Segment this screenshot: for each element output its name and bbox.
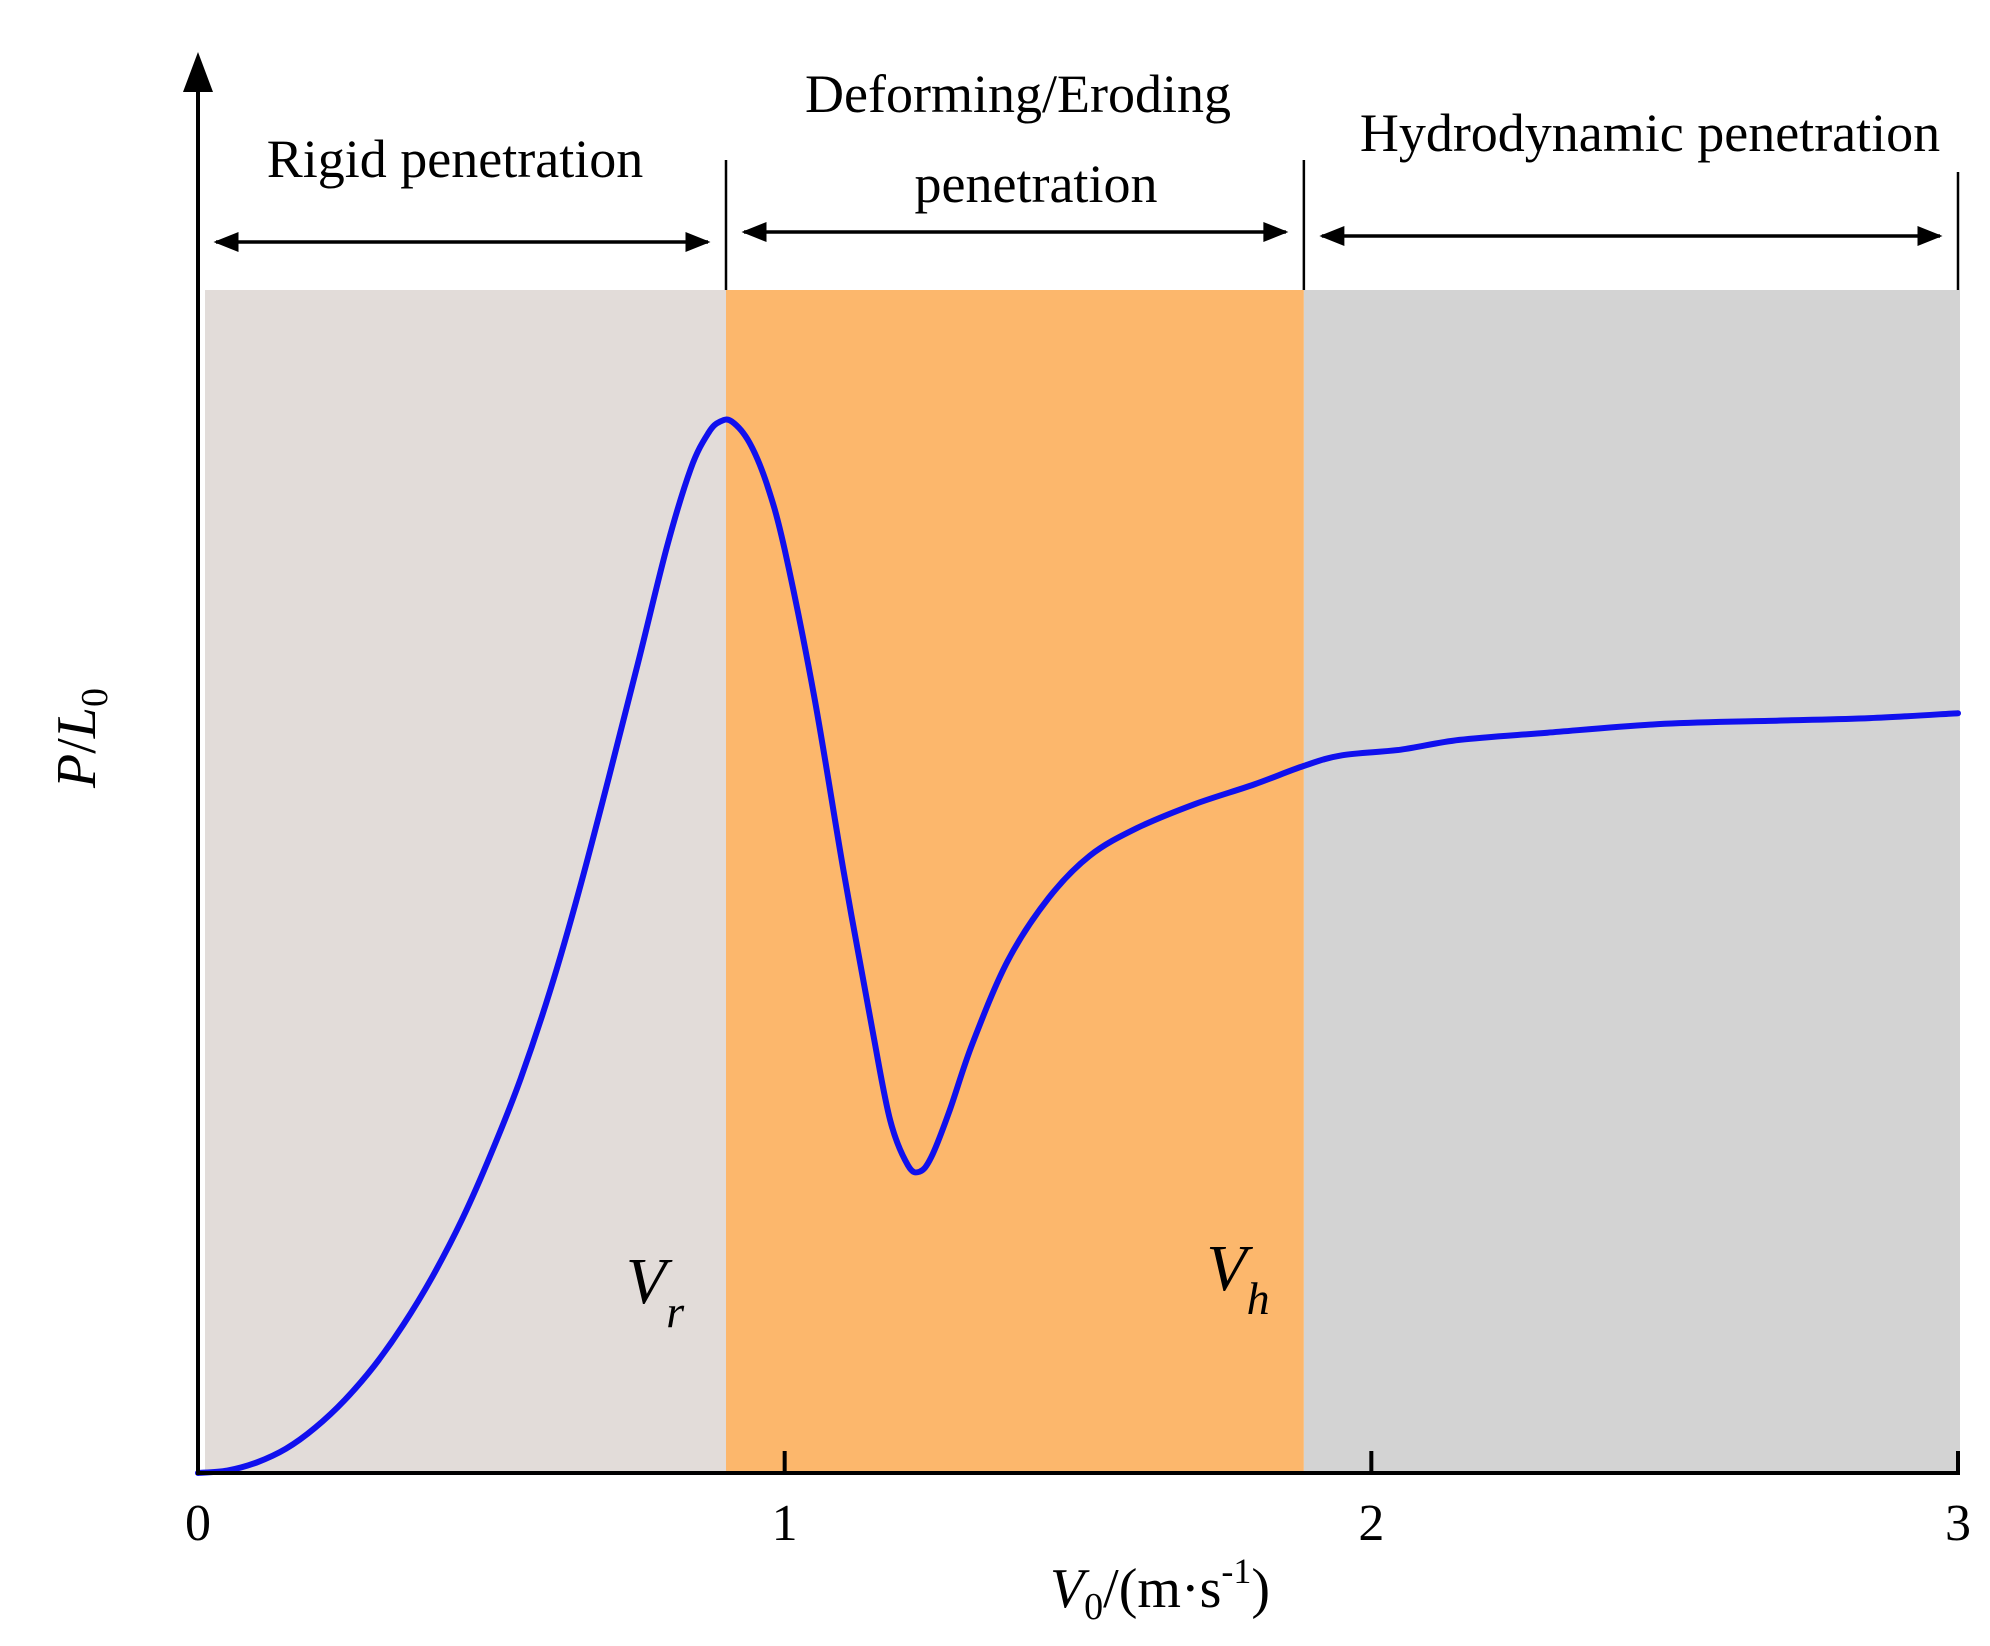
marker-r-label: Vr (626, 1245, 685, 1337)
annotation-layer: Rigid penetration Deforming/Eroding penetr… (213, 64, 1960, 1337)
region-3-label-line-1: Hydrodynamic penetration (1360, 103, 1940, 163)
x-tick-label-3: 3 (1945, 1495, 1971, 1552)
marker-h-label: Vh (1206, 1232, 1269, 1324)
region-layer (205, 290, 1960, 1473)
region-2-label-line-2: penetration (915, 154, 1158, 214)
series-1-line (195, 416, 1961, 1476)
y-axis-arrowhead (183, 52, 213, 92)
x-axis-label: V0/(m·s-1) (1050, 1551, 1270, 1628)
x-tick-label-0: 0 (185, 1495, 211, 1552)
region-2-band (726, 290, 1304, 1473)
x-tick-label-1: 1 (772, 1495, 798, 1552)
x-tick-label-2: 2 (1358, 1495, 1384, 1552)
region-1-band (205, 290, 726, 1473)
region-1-label-line-1: Rigid penetration (267, 129, 643, 189)
series-layer (195, 416, 1961, 1476)
region-2-label-line-1: Deforming/Eroding (805, 64, 1231, 124)
axes-layer: 0 1 2 3 (183, 52, 1971, 1552)
region-3-band (1303, 290, 1960, 1473)
y-axis-label: P/L0 (46, 688, 116, 789)
